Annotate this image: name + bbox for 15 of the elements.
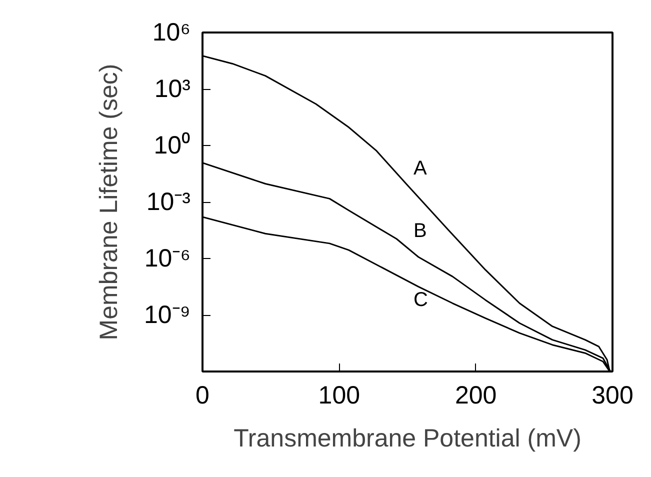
y-tick-label: 10⁻⁶ xyxy=(144,244,191,272)
y-tick-label: 10⁻⁹ xyxy=(144,301,190,329)
series-label: B xyxy=(414,220,427,242)
x-tick-label: 300 xyxy=(592,382,634,410)
y-tick-label: 10⁰ xyxy=(154,132,191,160)
x-tick-label: 200 xyxy=(454,382,497,410)
y-axis-title: Membrane Lifetime (sec) xyxy=(94,64,123,340)
x-tick-label: 0 xyxy=(196,382,210,410)
y-tick-label: 10⁶ xyxy=(152,18,191,46)
series-label: A xyxy=(414,157,428,180)
series-label: C xyxy=(414,288,428,311)
y-tick-label: 10³ xyxy=(154,75,191,103)
y-tick-label: 10⁻³ xyxy=(146,188,191,216)
x-tick-label: 100 xyxy=(318,382,360,410)
x-axis-title: Transmembrane Potential (mV) xyxy=(234,424,582,452)
